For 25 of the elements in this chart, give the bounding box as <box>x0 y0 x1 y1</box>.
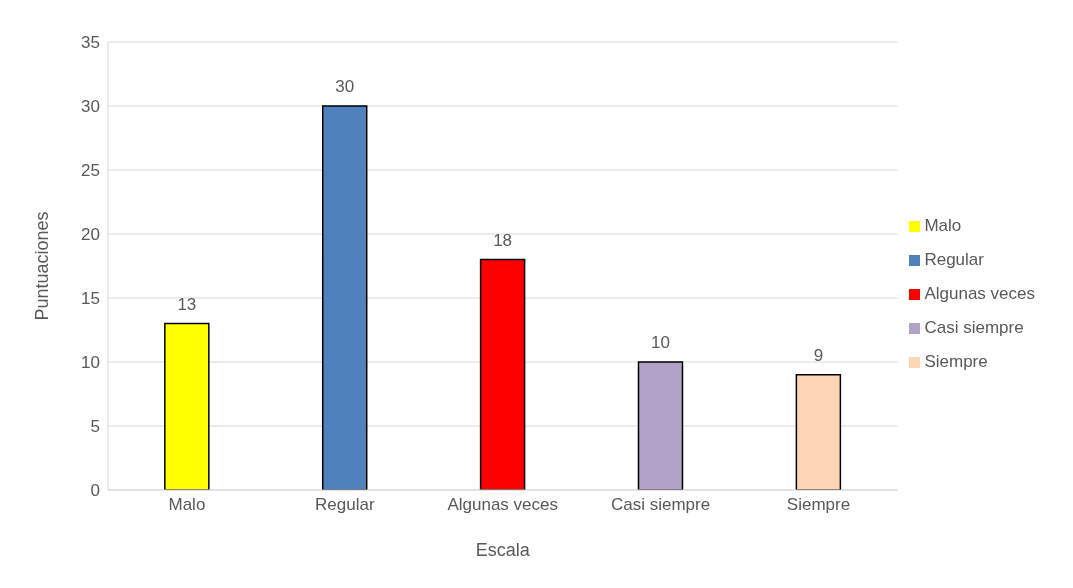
x-tick-label: Malo <box>168 495 206 515</box>
x-axis-title: Escala <box>475 540 531 560</box>
y-axis-title: Puntuaciones <box>32 211 53 321</box>
legend-label: Casi siempre <box>924 318 1024 337</box>
y-tick-label: 0 <box>90 481 100 501</box>
x-tick-label: Algunas veces <box>447 495 558 515</box>
data-label: 13 <box>177 294 197 314</box>
y-tick-label: 25 <box>81 161 100 181</box>
y-tick-label: 15 <box>81 289 100 309</box>
data-label: 18 <box>493 230 513 250</box>
data-label: 10 <box>651 333 670 352</box>
x-tick-label: Regular <box>315 495 375 515</box>
y-tick-label: 5 <box>90 417 100 437</box>
legend-label: Siempre <box>924 352 988 371</box>
y-tick-label: 20 <box>81 225 100 245</box>
legend-label: Malo <box>924 216 962 235</box>
legend-label: Algunas veces <box>924 284 1035 303</box>
x-tick-label: Siempre <box>786 495 851 515</box>
x-tick-label: Casi siempre <box>610 495 711 515</box>
data-label: 9 <box>813 345 824 365</box>
data-label: 30 <box>335 77 355 96</box>
y-tick-label: 35 <box>81 33 100 53</box>
y-tick-label: 30 <box>81 97 100 117</box>
legend-label: Regular <box>924 250 984 269</box>
y-tick-label: 10 <box>81 353 100 373</box>
